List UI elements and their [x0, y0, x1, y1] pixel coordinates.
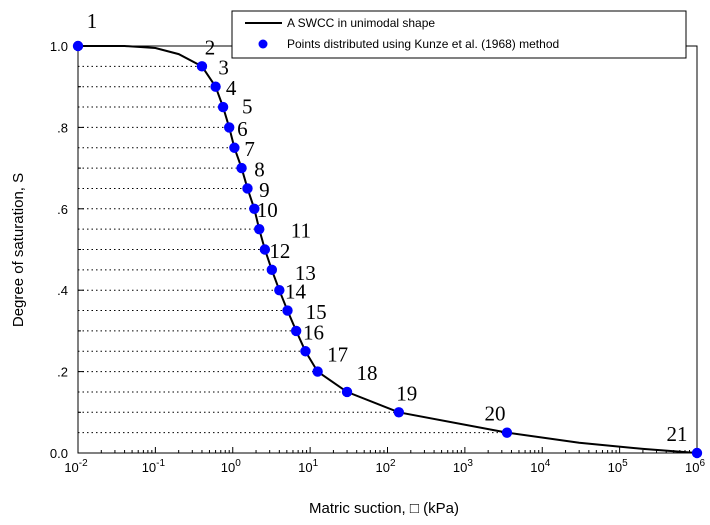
kunze-point: [210, 81, 221, 92]
swcc-curve: [78, 45, 698, 454]
x-tick-label: 10-1: [142, 458, 166, 475]
point-label: 4: [226, 76, 237, 100]
x-tick-label: 100: [221, 458, 241, 475]
point-label: 3: [218, 56, 229, 80]
y-axis-title: Degree of saturation, S: [10, 173, 27, 327]
kunze-point: [217, 101, 229, 113]
point-label: 11: [291, 219, 311, 243]
kunze-points: [72, 40, 703, 459]
kunze-point: [229, 142, 240, 153]
point-label: 6: [237, 117, 248, 141]
kunze-point: [341, 386, 353, 398]
kunze-point: [72, 40, 84, 52]
y-tick-label: .8: [57, 120, 68, 135]
y-tick-label: 0.0: [50, 446, 68, 461]
point-label: 16: [303, 320, 324, 344]
y-tick-label: .6: [57, 202, 68, 217]
legend-circle-marker: [258, 39, 268, 49]
x-tick-label: 102: [375, 458, 395, 475]
kunze-point: [501, 427, 513, 438]
x-tick-label: 101: [298, 458, 318, 475]
y-tick-label: 1.0: [50, 39, 68, 54]
point-label: 17: [327, 343, 348, 367]
kunze-point: [224, 122, 235, 133]
point-label: 18: [357, 361, 378, 385]
y-tick-label: .4: [57, 283, 68, 298]
kunze-point: [290, 325, 302, 337]
kunze-point: [254, 223, 265, 235]
point-label: 14: [285, 280, 307, 304]
legend: A SWCC in unimodal shape Points distribu…: [231, 10, 687, 59]
kunze-point: [242, 183, 253, 194]
point-label: 21: [667, 422, 688, 446]
kunze-point: [300, 346, 311, 357]
kunze-point: [691, 447, 703, 459]
y-axis-ticks: 0.0 .2 .4 .6 .8 1.0: [50, 39, 84, 461]
dotted-guide-lines: [78, 65, 507, 434]
point-label: 9: [259, 178, 270, 202]
kunze-point: [249, 203, 260, 214]
x-axis-ticks: 10-2 10-1 100 101 102 103 104 105 106: [64, 447, 705, 475]
point-label: 13: [295, 261, 316, 285]
point-label: 19: [396, 381, 417, 405]
legend-entry-curve: A SWCC in unimodal shape: [287, 16, 435, 30]
kunze-point: [282, 305, 293, 316]
point-label: 8: [254, 157, 265, 181]
point-label: 7: [244, 137, 255, 161]
y-tick-label: .2: [57, 365, 68, 380]
kunze-point: [236, 162, 247, 174]
legend-entry-points: Points distributed using Kunze et al. (1…: [287, 37, 559, 51]
kunze-point: [259, 244, 271, 255]
x-tick-label: 104: [530, 458, 550, 475]
point-label: 2: [205, 35, 216, 59]
kunze-point: [196, 61, 208, 72]
kunze-point: [266, 264, 278, 276]
point-label: 15: [306, 300, 327, 324]
kunze-point: [312, 366, 323, 377]
x-tick-label: 10-2: [64, 458, 88, 475]
legend-box: [231, 10, 687, 59]
x-axis-title: Matric suction, □ (kPa): [309, 500, 459, 517]
kunze-point: [274, 285, 285, 296]
kunze-point: [393, 407, 405, 418]
point-label: 10: [257, 198, 278, 222]
point-label: 5: [242, 94, 253, 118]
point-label: 1: [87, 9, 98, 33]
plot-frame: [77, 45, 698, 454]
x-tick-label: 103: [453, 458, 473, 475]
point-label: 20: [484, 402, 505, 426]
x-tick-label: 105: [608, 458, 628, 475]
x-tick-label: 106: [685, 458, 705, 475]
point-label: 12: [269, 239, 290, 263]
